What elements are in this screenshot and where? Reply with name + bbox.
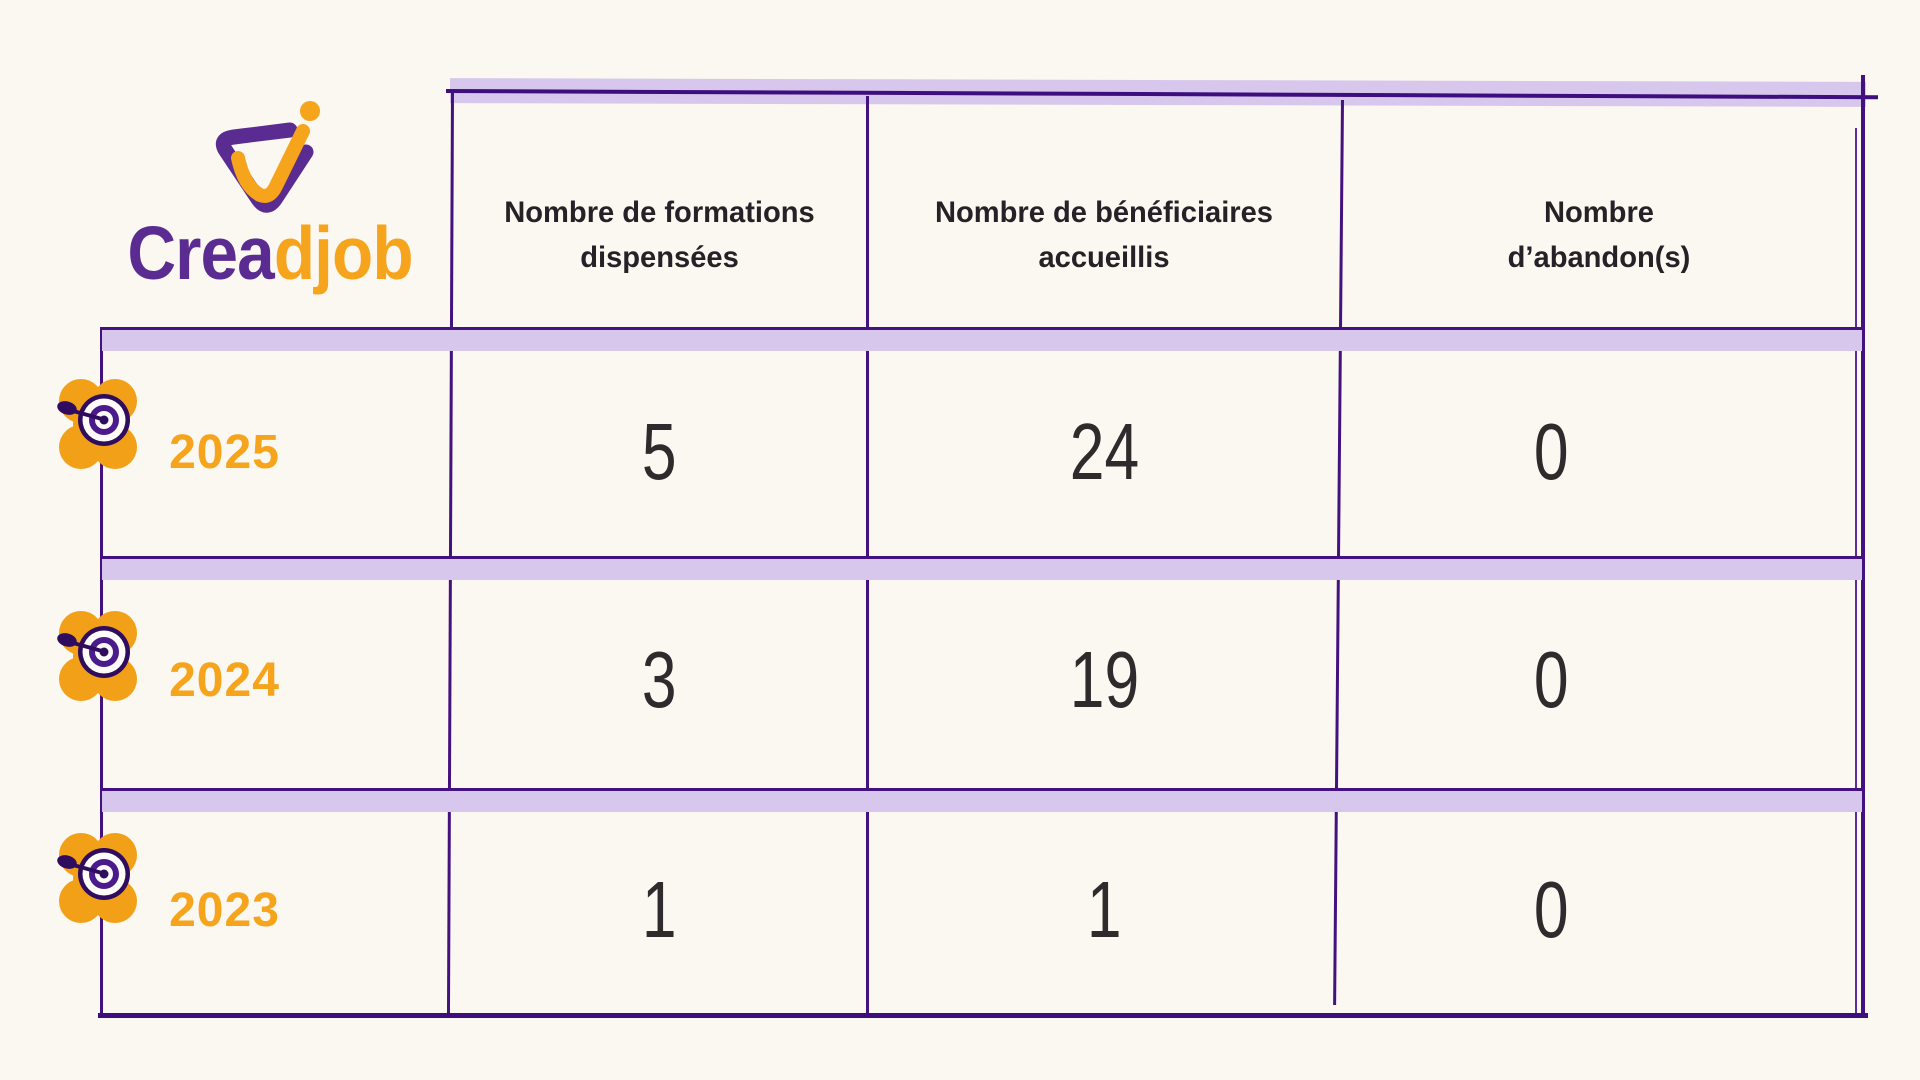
value-2024-formations: 3 [642,635,677,724]
value-2023-beneficiaires: 1 [1086,865,1122,954]
creadjob-logo-mark-icon [215,101,320,213]
value-2025-formations: 5 [642,407,677,496]
wordmark-suffix: djob [273,211,414,295]
header-bottom-border [100,327,1862,330]
value-2024-beneficiaires: 19 [1069,635,1139,724]
header-abandons-line2: d’abandon(s) [1507,241,1691,274]
header-abandons-line1: Nombre [1544,196,1654,229]
value-2023-abandons: 0 [1534,865,1569,954]
row-year-2024: 2024 [169,653,280,707]
row-divider-2024-2023 [100,788,1862,791]
value-2025-beneficiaires: 24 [1069,407,1139,496]
row-year-2025: 2025 [169,425,280,479]
header-beneficiaires-line1: Nombre de bénéficiaires [934,196,1274,229]
target-dart-icon [57,833,137,923]
table-border-right [1861,75,1865,1017]
target-dart-icon [57,379,137,469]
header-beneficiaires: Nombre de bénéficiaires accueillis [874,160,1334,310]
creadjob-wordmark: Creadjob [99,210,441,296]
value-2024-abandons: 0 [1534,635,1569,724]
header-abandons: Nombre d’abandon(s) [1352,160,1847,310]
header-formations-line1: Nombre de formations [504,196,815,229]
row-year-2023: 2023 [169,883,280,937]
table-bottom-border [98,1013,1868,1018]
value-2023-formations: 1 [642,865,677,954]
header-formations: Nombre de formations dispensées [458,160,861,310]
value-2025-abandons: 0 [1534,407,1569,496]
target-dart-icon [57,611,137,701]
header-formations-line2: dispensées [580,241,739,274]
wordmark-prefix: Crea [127,211,274,295]
row-divider-2025-2024 [100,556,1862,559]
row-band-2023 [102,791,1862,812]
row-band-2024 [102,559,1862,580]
row-band-2025 [102,330,1862,351]
header-beneficiaires-line2: accueillis [1038,241,1170,274]
